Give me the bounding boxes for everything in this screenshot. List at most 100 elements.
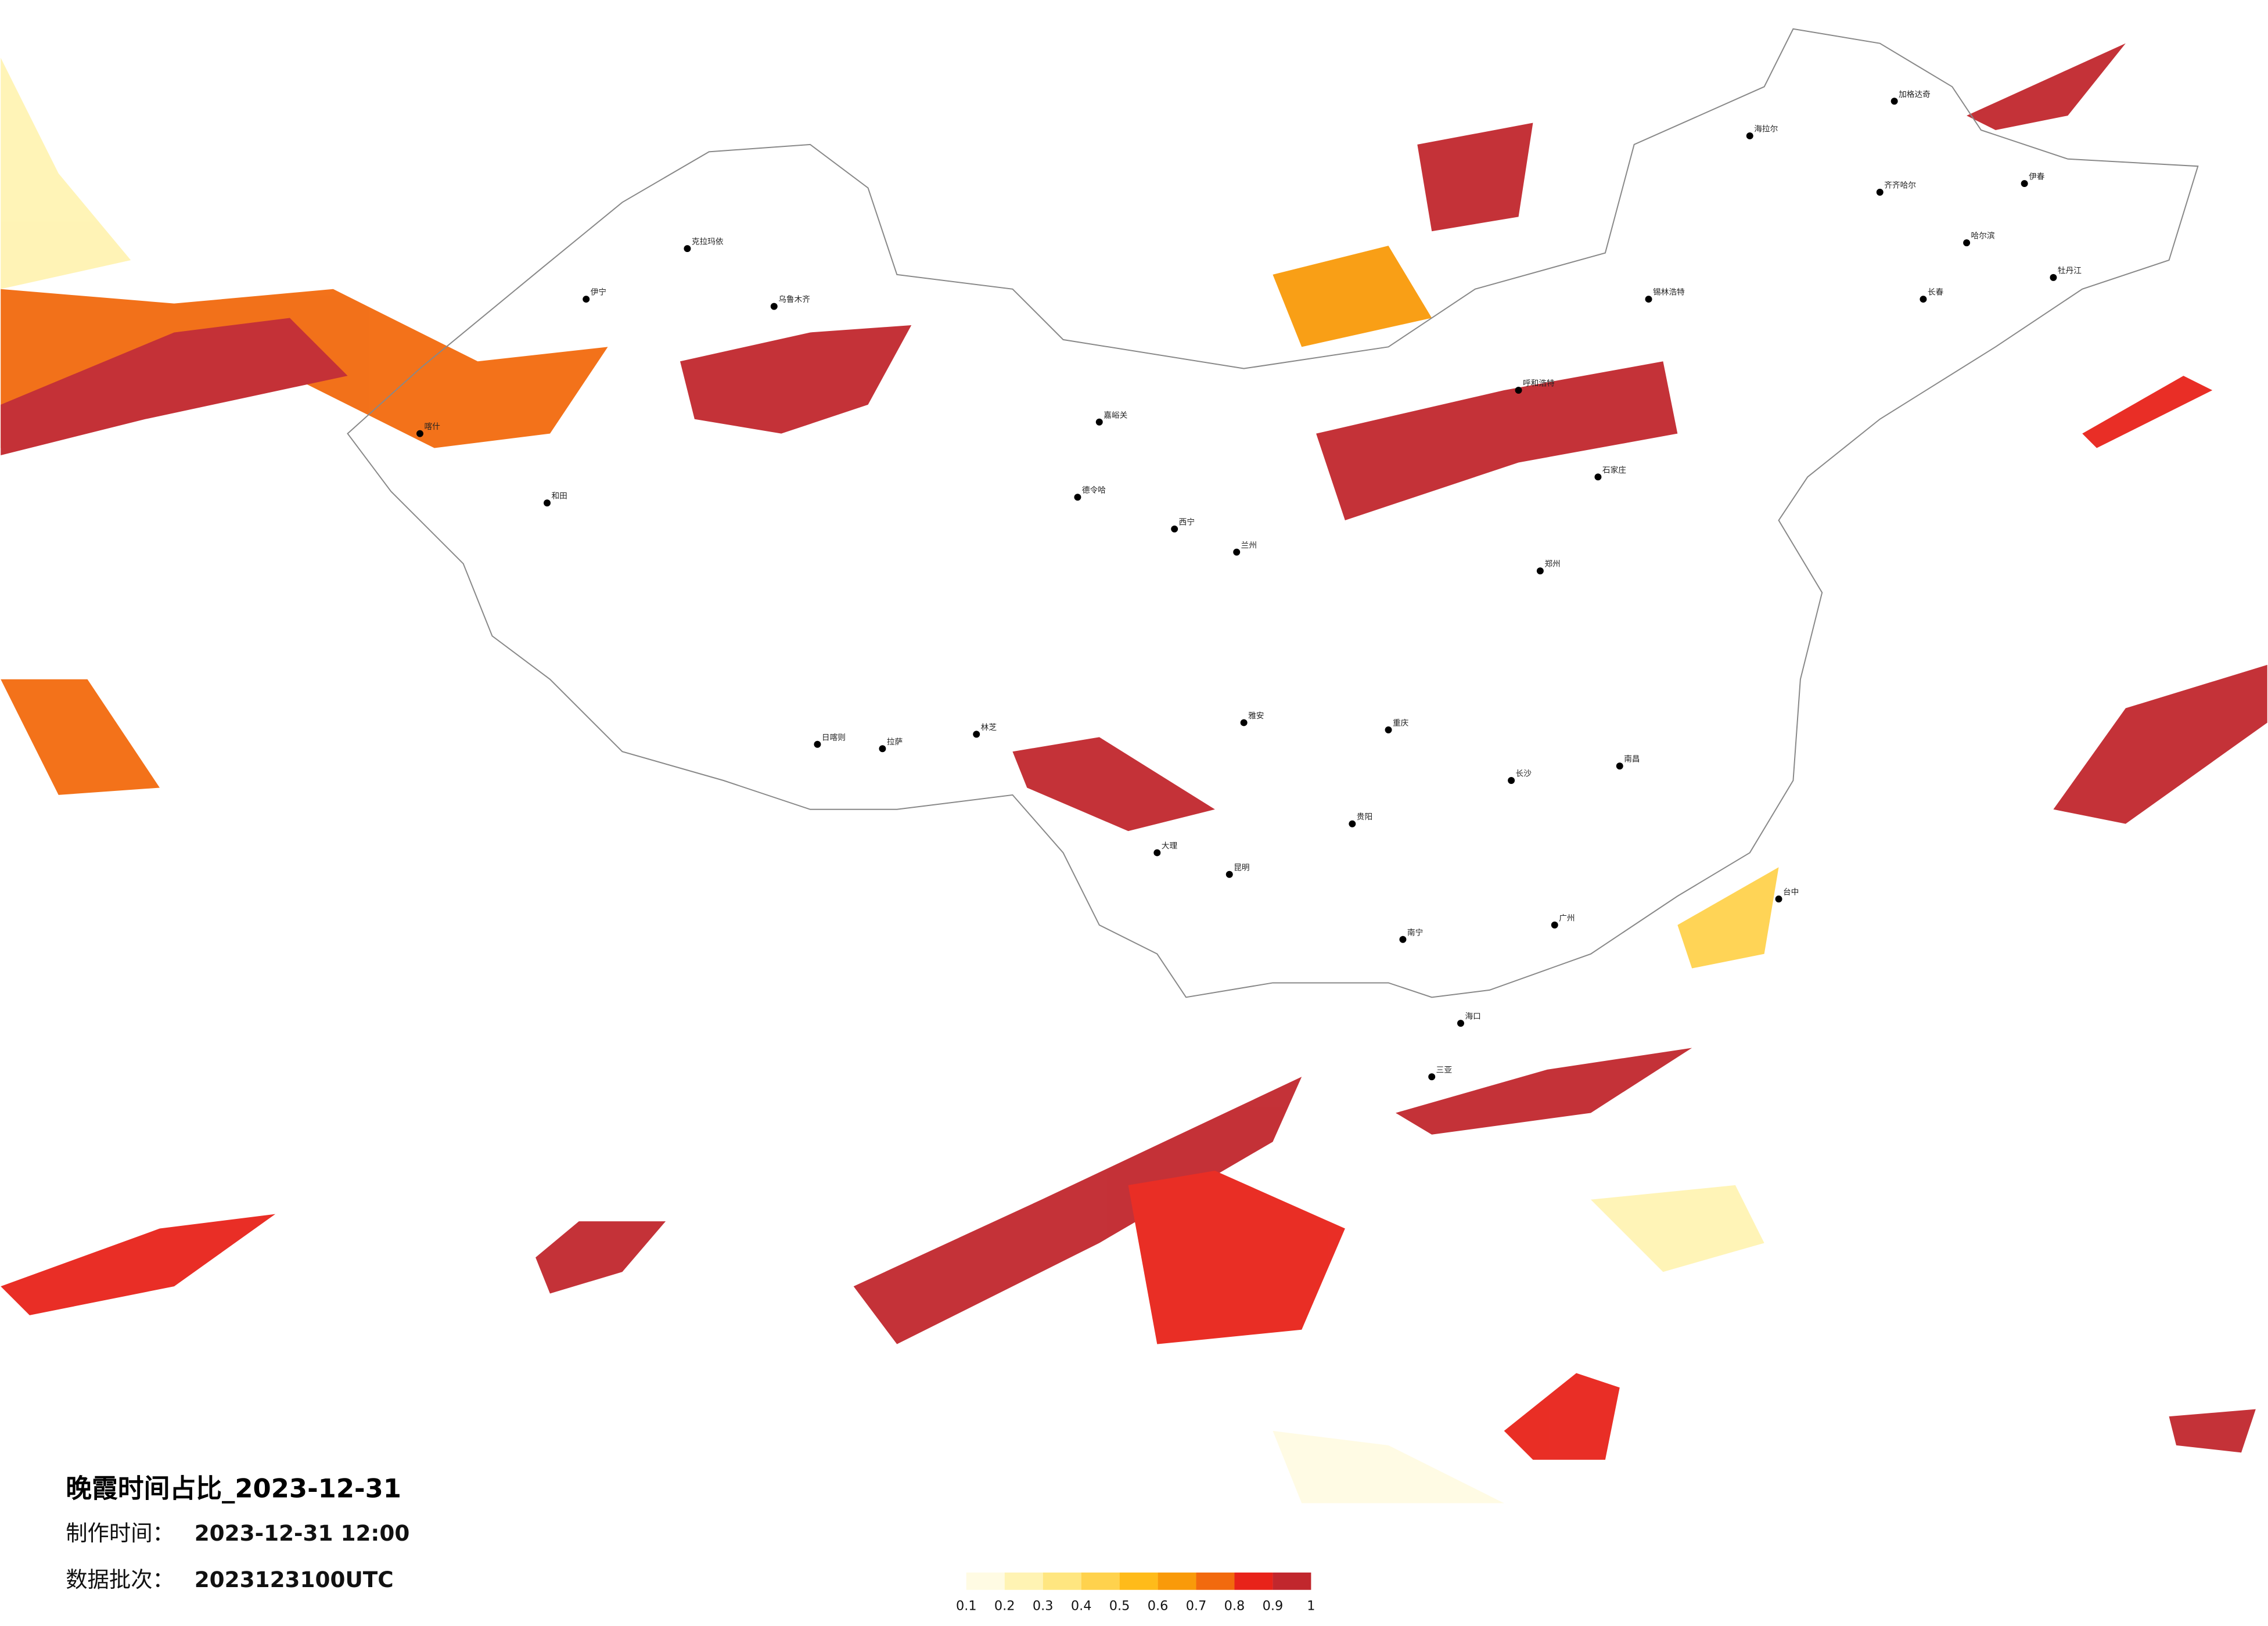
map-title: 晚霞时间占比_2023-12-31 (66, 1473, 401, 1503)
city-label: 长春 (1928, 288, 1944, 297)
city-dot (1349, 820, 1356, 828)
legend-tick-label: 0.4 (1071, 1599, 1092, 1614)
city-label: 呼和浩特 (1523, 379, 1555, 388)
info-value: 2023-12-31 12:00 (195, 1520, 410, 1546)
legend-tick-label: 0.9 (1263, 1599, 1284, 1614)
city-dot (1890, 98, 1898, 105)
city-label: 贵阳 (1357, 812, 1372, 822)
city-label: 南宁 (1407, 927, 1423, 937)
city-label: 嘉峪关 (1104, 411, 1127, 420)
legend-tick-label: 0.7 (1186, 1599, 1207, 1614)
city-label: 拉萨 (887, 738, 903, 747)
legend-swatch (1158, 1572, 1196, 1590)
city-dot (1171, 525, 1178, 533)
city-dot (814, 740, 821, 748)
city-label: 加格达奇 (1899, 89, 1931, 99)
city-label: 大理 (1162, 841, 1178, 851)
city-dot (1225, 870, 1233, 878)
city-label: 南昌 (1624, 755, 1640, 764)
city-dot (1920, 296, 1927, 303)
city-dot (1457, 1020, 1464, 1027)
city-dot (1551, 921, 1558, 929)
city-label: 昆明 (1234, 863, 1249, 872)
legend-swatch (1234, 1572, 1273, 1590)
city-dot (1594, 473, 1602, 481)
city-dot (1616, 762, 1623, 770)
city-label: 克拉玛依 (692, 238, 724, 247)
city-label: 兰州 (1241, 541, 1257, 550)
legend-swatch (1081, 1572, 1120, 1590)
city-dot (583, 296, 590, 303)
legend-tick-label: 1 (1307, 1599, 1315, 1614)
legend-swatch (966, 1572, 1005, 1590)
city-label: 日喀则 (822, 733, 846, 742)
city-label: 德令哈 (1082, 486, 1106, 495)
legend-tick-label: 0.1 (956, 1599, 977, 1614)
city-dot (1508, 777, 1515, 784)
city-label: 牡丹江 (2058, 266, 2082, 275)
city-dot (1428, 1073, 1436, 1081)
city-dot (1876, 189, 1884, 196)
city-dot (1963, 239, 1971, 247)
city-label: 石家庄 (1602, 465, 1626, 475)
city-label: 雅安 (1248, 711, 1264, 721)
city-dot (1153, 849, 1161, 857)
city-dot (1095, 418, 1103, 426)
city-label: 哈尔滨 (1971, 232, 1995, 241)
legend: 0.1 0.2 0.3 0.4 0.5 0.6 0.7 0.8 0.9 1 (956, 1572, 1315, 1614)
city-label: 锡林浩特 (1653, 288, 1685, 297)
legend-swatch (1004, 1572, 1043, 1590)
city-dot (1385, 726, 1392, 733)
city-dot (879, 745, 886, 753)
city-label: 齐齐哈尔 (1884, 181, 1916, 190)
legend-tick-label: 0.5 (1109, 1599, 1130, 1614)
city-dot (1746, 132, 1753, 139)
legend-swatch (1119, 1572, 1158, 1590)
city-label: 林芝 (981, 723, 997, 732)
city-label: 重庆 (1393, 718, 1409, 728)
city-dot (1775, 895, 1782, 903)
city-dot (1645, 296, 1652, 303)
city-label: 广州 (1559, 913, 1575, 923)
city-dot (1399, 936, 1407, 943)
city-label: 台中 (1783, 888, 1799, 897)
city-dot (973, 731, 980, 738)
legend-swatch (1043, 1572, 1081, 1590)
city-label: 郑州 (1544, 560, 1560, 569)
city-label: 海口 (1465, 1012, 1480, 1021)
info-label: 数据批次： (66, 1567, 174, 1592)
city-label: 西宁 (1179, 517, 1195, 527)
legend-tick-label: 0.3 (1033, 1599, 1054, 1614)
city-dot (1536, 567, 1544, 575)
legend-swatch (1196, 1572, 1235, 1590)
city-dot (416, 430, 423, 437)
legend-tick-label: 0.2 (994, 1599, 1015, 1614)
city-dot (1074, 494, 1081, 501)
info-label: 制作时间： (66, 1520, 174, 1546)
city-dot (684, 245, 691, 253)
heat-overlay (1, 43, 2267, 1503)
country-outline (347, 28, 2199, 998)
city-label: 海拉尔 (1754, 124, 1778, 134)
city-dot (1515, 387, 1522, 394)
city-dot (544, 499, 551, 507)
city-label: 三亚 (1436, 1066, 1453, 1075)
city-label: 和田 (551, 492, 567, 501)
city-dot (1240, 719, 1248, 726)
city-dot (2050, 274, 2057, 281)
info-value: 2023123100UTC (195, 1567, 394, 1592)
city-label: 长沙 (1516, 769, 1532, 779)
legend-swatch (1273, 1572, 1311, 1590)
city-label: 伊春 (2029, 172, 2045, 182)
legend-tick-label: 0.6 (1148, 1599, 1169, 1614)
legend-tick-label: 0.8 (1224, 1599, 1245, 1614)
city-dot (1233, 548, 1241, 556)
city-dot (2021, 180, 2028, 188)
city-label: 喀什 (424, 422, 440, 431)
city-label: 伊宁 (591, 287, 606, 297)
city-dot (770, 303, 778, 310)
city-label: 乌鲁木齐 (778, 295, 810, 304)
